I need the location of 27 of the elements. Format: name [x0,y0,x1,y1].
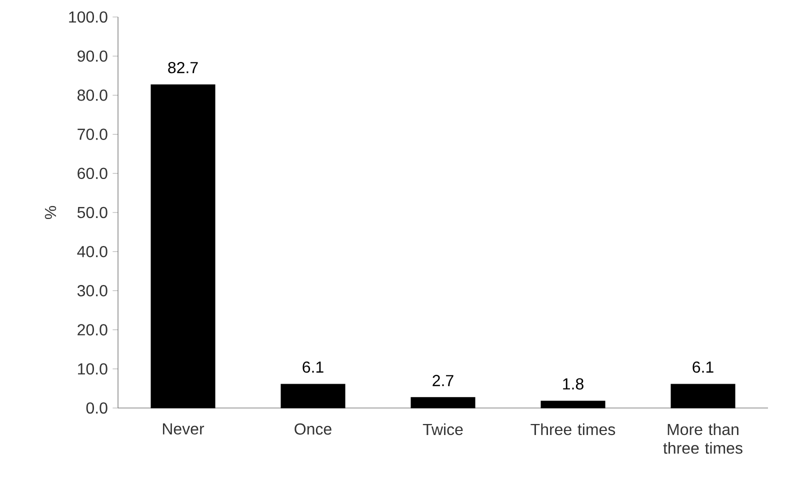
x-tick-label: More than three times [663,423,742,454]
x-tick-label: Once [294,423,332,435]
y-tick-label: 20.0 [78,324,108,336]
y-tick-label: 0.0 [86,402,108,414]
y-tick-label: 50.0 [77,206,108,218]
y-tick-label: 60.0 [78,168,108,180]
x-tick-label: Three times [530,423,616,436]
bar [540,400,606,408]
x-tick-label: Never [162,423,204,435]
y-tick-label: 40.0 [77,246,108,258]
y-tick-label: 10.0 [78,363,108,375]
bar [280,384,346,408]
y-axis-title: % [44,206,56,220]
bar [670,384,736,408]
data-label: 6.1 [302,361,324,373]
y-tick-label: 90.0 [78,50,108,62]
data-label: 82.7 [168,62,198,74]
bar [150,84,216,408]
y-tick-label: 80.0 [78,90,108,101]
data-label: 2.7 [432,374,454,386]
bar [410,397,476,408]
x-tick-label: Twice [422,423,463,436]
data-label: 1.8 [563,378,584,390]
data-label: 6.1 [692,361,714,373]
y-tick-label: 30.0 [77,285,108,296]
y-tick-label: 70.0 [78,128,108,140]
y-tick-label: 100.0 [69,11,108,23]
